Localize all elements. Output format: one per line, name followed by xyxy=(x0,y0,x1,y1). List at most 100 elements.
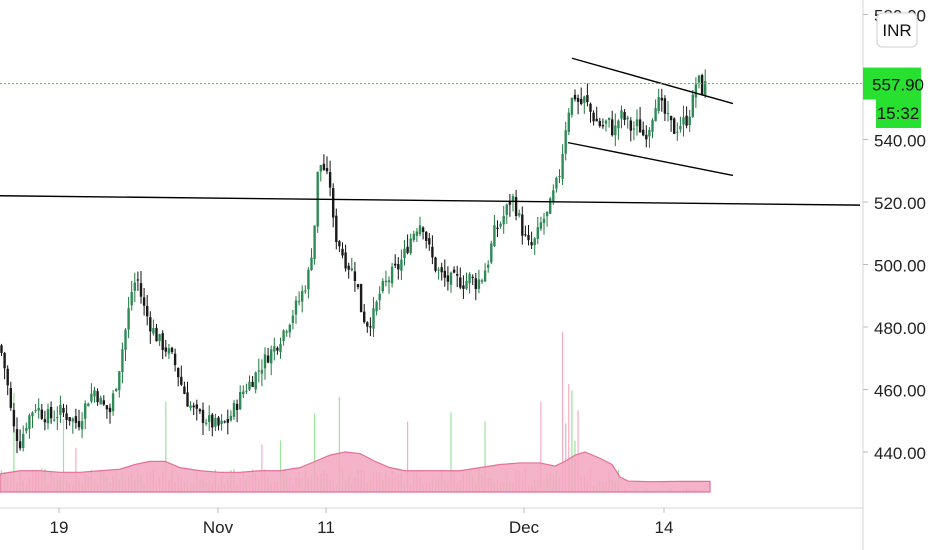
x-tick-label: 19 xyxy=(50,518,69,537)
candle-body xyxy=(266,355,270,363)
candle-body xyxy=(611,119,614,136)
candle-body xyxy=(201,409,205,423)
currency-badge[interactable]: INR xyxy=(876,12,918,48)
candle-body xyxy=(704,81,707,97)
y-tick-label: 500.00 xyxy=(874,257,926,276)
price-axis-ticks[interactable]: 440.00460.00480.00500.00520.00540.00580.… xyxy=(863,7,926,464)
candle-body xyxy=(440,267,443,273)
candle-body xyxy=(139,283,143,297)
candle-body xyxy=(390,266,394,284)
candle-body xyxy=(496,227,499,230)
candle-body xyxy=(384,280,388,283)
candle-body xyxy=(421,227,425,233)
candlesticks xyxy=(0,69,707,454)
candle-body xyxy=(155,327,158,342)
candle-body xyxy=(43,419,47,423)
candle-body xyxy=(108,407,112,413)
x-tick-label: 14 xyxy=(655,518,674,537)
candle-body xyxy=(220,420,223,425)
candle-body xyxy=(0,345,3,353)
candle-body xyxy=(359,283,363,313)
candle-body xyxy=(46,409,50,424)
volume-bar xyxy=(540,401,542,492)
candle-body xyxy=(276,347,279,351)
candle-body xyxy=(648,129,651,137)
candle-body xyxy=(167,348,171,354)
candle-body xyxy=(301,291,304,302)
time-axis-ticks[interactable]: 19 Nov 11 Dec 14 xyxy=(50,508,674,537)
candle-body xyxy=(307,269,310,290)
candle-body xyxy=(115,388,118,392)
candle-body xyxy=(170,347,174,353)
candle-body xyxy=(601,125,605,127)
candle-body xyxy=(53,419,56,421)
horizontal-trendline[interactable] xyxy=(0,195,861,206)
candle-body xyxy=(87,403,90,407)
candle-body xyxy=(533,238,536,246)
candle-body xyxy=(598,121,601,127)
volume-bar xyxy=(565,423,567,492)
candle-body xyxy=(189,405,192,408)
candle-body xyxy=(660,97,663,101)
candle-body xyxy=(353,271,357,282)
candle-body xyxy=(583,96,586,103)
candle-body xyxy=(332,188,335,218)
candle-body xyxy=(239,392,242,410)
candle-body xyxy=(223,421,226,423)
candle-body xyxy=(691,94,694,117)
y-tick-label: 480.00 xyxy=(874,319,926,338)
candle-body xyxy=(235,403,239,410)
candle-body xyxy=(505,204,508,215)
candle-body xyxy=(462,285,465,289)
candle-body xyxy=(68,417,71,422)
candle-body xyxy=(161,333,164,350)
candle-body xyxy=(459,277,462,288)
candle-body xyxy=(403,248,406,259)
candle-body xyxy=(251,381,254,387)
flag-lower-trendline[interactable] xyxy=(567,141,734,177)
flag-upper-trendline[interactable] xyxy=(571,57,734,105)
candle-body xyxy=(130,292,133,306)
x-tick-label: Dec xyxy=(509,518,540,537)
candle-body xyxy=(669,116,673,121)
candle-body xyxy=(524,234,527,236)
candle-body xyxy=(297,301,301,303)
candle-body xyxy=(49,407,53,419)
candle-body xyxy=(325,168,329,172)
candle-body xyxy=(3,352,6,369)
candle-body xyxy=(195,404,198,409)
candle-body xyxy=(592,112,595,122)
candle-body xyxy=(595,118,598,122)
candle-body xyxy=(499,223,502,227)
candle-body xyxy=(211,414,214,428)
y-tick-label: 440.00 xyxy=(874,444,926,463)
candle-body xyxy=(208,415,211,423)
currency-label: INR xyxy=(882,21,911,40)
candle-body xyxy=(620,110,623,119)
candle-body xyxy=(530,242,533,246)
candle-body xyxy=(666,113,670,115)
candle-body xyxy=(549,198,552,214)
candle-body xyxy=(279,343,282,353)
candle-body xyxy=(229,415,233,421)
candle-body xyxy=(626,117,629,120)
candle-body xyxy=(555,177,558,189)
candle-body xyxy=(18,441,22,449)
candle-body xyxy=(133,282,136,291)
candle-body xyxy=(338,241,341,247)
candle-body xyxy=(341,248,344,256)
candle-body xyxy=(65,413,68,420)
candle-body xyxy=(545,211,549,217)
countdown-badge: 15:32 xyxy=(876,97,921,128)
volume-bar xyxy=(450,412,452,492)
candle-body xyxy=(245,390,248,392)
candle-body xyxy=(632,128,636,130)
candle-body xyxy=(536,227,539,239)
candle-body xyxy=(694,84,698,98)
candle-body xyxy=(487,264,490,268)
candle-body xyxy=(328,171,332,188)
volume-bar xyxy=(75,447,77,492)
candle-body xyxy=(80,421,84,430)
candle-body xyxy=(415,231,419,236)
